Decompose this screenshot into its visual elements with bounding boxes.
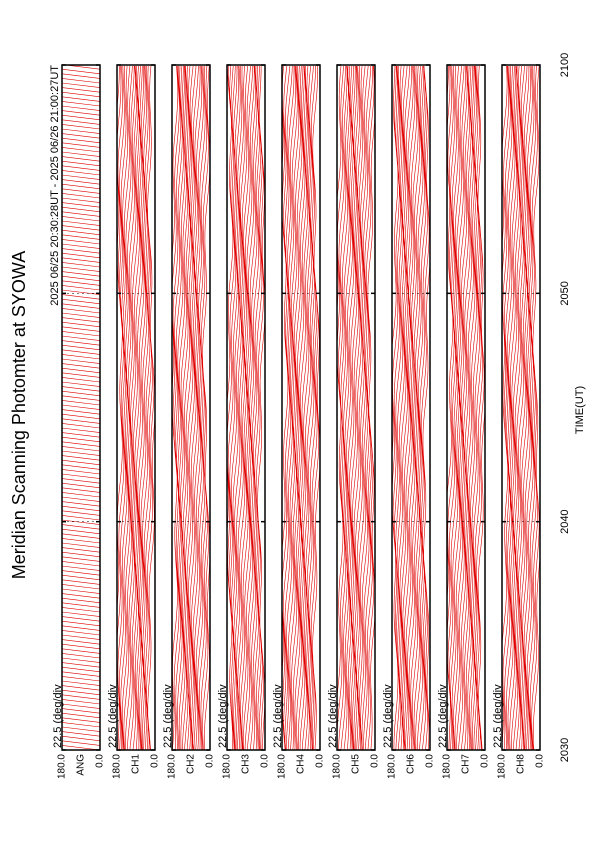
x-tick-label: 2030 (559, 738, 571, 762)
panel-name: CH2 (186, 754, 197, 774)
y-tick-label: 0.0 (150, 754, 161, 768)
panel-frame (61, 64, 101, 751)
y-tick-label: 0.0 (535, 754, 546, 768)
chart-title: Meridian Scanning Photomter at SYOWA (9, 251, 29, 579)
x-tick-label: 2100 (559, 53, 571, 77)
y-tick-label: 180.0 (112, 754, 123, 779)
panel-scale: 22.5 (deg/div (217, 684, 229, 748)
panel-name: CH5 (351, 754, 362, 774)
panel-scale: 22.5 (deg/div (107, 684, 119, 748)
x-axis-label: TIME(UT) (574, 386, 586, 434)
y-tick-label: 180.0 (387, 754, 398, 779)
panel-name: CH4 (296, 754, 307, 774)
panel-name: CH1 (131, 754, 142, 774)
panel-frame (336, 64, 376, 751)
panel-frame (116, 64, 156, 751)
trace-texture (61, 64, 101, 751)
trace-texture (116, 65, 156, 751)
y-tick-label: 180.0 (277, 754, 288, 779)
trace-texture (391, 65, 431, 751)
panel-scale: 22.5 (deg/div (162, 684, 174, 748)
panel-name: CH3 (241, 754, 252, 774)
panel-name: CH6 (406, 754, 417, 774)
panel-frame (501, 64, 541, 751)
trace-texture (446, 65, 486, 751)
y-tick-label: 0.0 (315, 754, 326, 768)
y-tick-label: 0.0 (370, 754, 381, 768)
panel-scale: 22.5 (deg/div (382, 684, 394, 748)
panel-frame (226, 64, 266, 751)
panel-scale: 22.5 (deg/div (327, 684, 339, 748)
panel-scale: 22.5 (deg/div (52, 684, 64, 748)
chart-subtitle: 2025 06/25 20:30:28UT - 2025 06/26 21:00… (49, 65, 61, 306)
trace-texture (226, 65, 266, 751)
trace-texture (336, 65, 376, 751)
y-tick-label: 0.0 (260, 754, 271, 768)
y-tick-label: 180.0 (57, 754, 68, 779)
rotated-plot: Meridian Scanning Photomter at SYOWA 202… (9, 53, 586, 779)
panel-scale: 22.5 (deg/div (437, 684, 449, 748)
trace-texture (171, 65, 211, 751)
y-tick-label: 180.0 (167, 754, 178, 779)
panel-name: CH7 (461, 754, 472, 774)
y-tick-label: 0.0 (480, 754, 491, 768)
trace-texture (281, 65, 321, 751)
panel-frame (391, 64, 431, 751)
y-tick-label: 180.0 (497, 754, 508, 779)
panel-scale: 22.5 (deg/div (272, 684, 284, 748)
panel-frame (171, 64, 211, 751)
y-tick-label: 180.0 (222, 754, 233, 779)
y-tick-label: 0.0 (205, 754, 216, 768)
y-tick-label: 0.0 (95, 754, 106, 768)
y-tick-label: 180.0 (332, 754, 343, 779)
y-tick-label: 180.0 (442, 754, 453, 779)
panel-name: CH8 (516, 754, 527, 774)
panel-scale: 22.5 (deg/div (492, 684, 504, 748)
panel-frame (281, 64, 321, 751)
y-tick-label: 0.0 (425, 754, 436, 768)
panel-name: ANG (76, 754, 87, 776)
panel-frame (446, 64, 486, 751)
trace-texture (501, 65, 541, 751)
x-tick-label: 2050 (559, 281, 571, 305)
x-tick-label: 2040 (559, 509, 571, 533)
